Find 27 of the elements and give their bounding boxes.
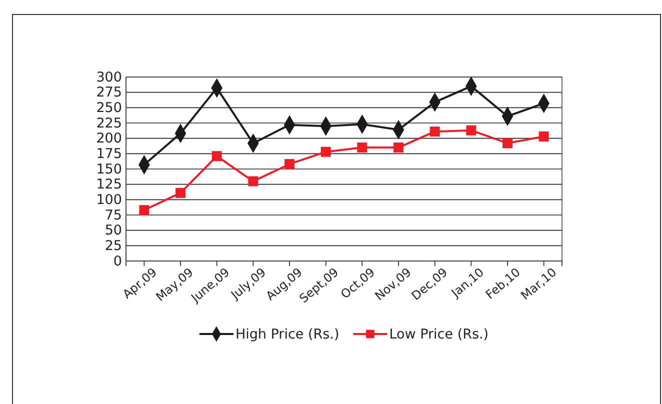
y-tick-label: 25: [104, 238, 122, 254]
y-tick-label: 75: [104, 207, 122, 224]
y-tick-label: 125: [96, 176, 122, 193]
y-tick-label: 150: [96, 161, 122, 178]
y-tick-label: 200: [96, 130, 122, 147]
point: [538, 131, 549, 142]
y-tick-label: 175: [96, 146, 122, 162]
point: [176, 188, 186, 198]
y-tick-label: 250: [96, 100, 122, 116]
y-tick-label: 300: [96, 69, 122, 86]
y-tick-label: 100: [96, 192, 122, 208]
point: [320, 146, 331, 157]
point: [430, 126, 440, 137]
point: [139, 205, 150, 216]
y-tick-label: 275: [96, 84, 122, 101]
legend-label: Low Price (Rs.): [389, 326, 489, 343]
point: [502, 138, 512, 148]
point: [212, 151, 222, 162]
y-tick-label: 0: [113, 253, 122, 270]
point: [466, 125, 476, 136]
point: [357, 142, 368, 153]
y-tick-label: 50: [104, 222, 122, 239]
point: [248, 176, 258, 186]
y-tick-label: 225: [96, 115, 122, 132]
point: [394, 142, 404, 153]
legend-label: High Price (Rs.): [235, 326, 340, 343]
point: [284, 159, 294, 170]
